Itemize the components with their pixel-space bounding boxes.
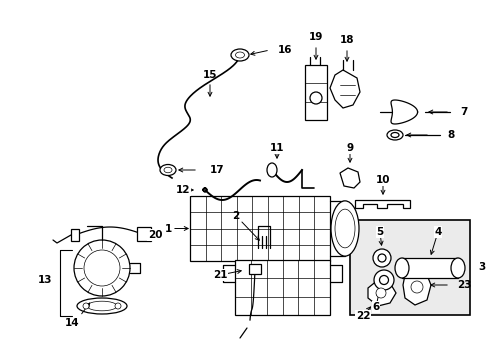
Text: 10: 10 <box>375 175 389 185</box>
Text: 17: 17 <box>209 165 224 175</box>
Text: 13: 13 <box>38 275 52 285</box>
Bar <box>401 258 457 278</box>
Text: 2: 2 <box>232 211 239 221</box>
Polygon shape <box>329 70 359 108</box>
Ellipse shape <box>160 165 176 176</box>
Circle shape <box>309 92 321 104</box>
Text: 22: 22 <box>355 311 369 321</box>
Ellipse shape <box>163 167 172 173</box>
Circle shape <box>379 275 387 284</box>
Circle shape <box>74 240 130 296</box>
Text: 9: 9 <box>346 143 353 153</box>
Ellipse shape <box>386 130 402 140</box>
Ellipse shape <box>230 49 248 61</box>
Circle shape <box>410 281 422 293</box>
Text: 20: 20 <box>147 230 162 240</box>
Text: 23: 23 <box>456 280 470 290</box>
Circle shape <box>373 270 393 290</box>
Polygon shape <box>354 200 409 208</box>
Text: 15: 15 <box>203 70 217 80</box>
Text: 6: 6 <box>372 302 379 312</box>
Text: 11: 11 <box>269 143 284 153</box>
Text: 21: 21 <box>212 270 227 280</box>
Bar <box>349 220 469 315</box>
Circle shape <box>115 303 121 309</box>
Text: 1: 1 <box>164 224 171 234</box>
Bar <box>71 229 79 241</box>
Circle shape <box>92 258 112 278</box>
Text: 7: 7 <box>459 107 467 117</box>
Text: 5: 5 <box>376 227 383 237</box>
Ellipse shape <box>390 132 398 138</box>
Polygon shape <box>367 280 395 306</box>
Bar <box>248 264 261 274</box>
Ellipse shape <box>77 298 127 314</box>
Polygon shape <box>402 270 430 305</box>
Text: 19: 19 <box>308 32 323 42</box>
Circle shape <box>377 254 385 262</box>
Text: 4: 4 <box>433 227 441 237</box>
Text: 18: 18 <box>339 35 353 45</box>
Text: 16: 16 <box>278 45 292 55</box>
Ellipse shape <box>235 52 244 58</box>
Ellipse shape <box>450 258 464 278</box>
Ellipse shape <box>266 163 276 177</box>
Circle shape <box>372 249 390 267</box>
Circle shape <box>375 288 385 298</box>
Circle shape <box>84 250 120 286</box>
Bar <box>190 196 329 261</box>
Text: 12: 12 <box>175 185 190 195</box>
Text: 14: 14 <box>64 318 79 328</box>
Ellipse shape <box>87 301 117 311</box>
Bar <box>305 65 326 120</box>
Ellipse shape <box>394 258 408 278</box>
Bar <box>137 227 151 241</box>
Circle shape <box>83 303 89 309</box>
Text: 8: 8 <box>446 130 453 140</box>
Circle shape <box>345 173 354 183</box>
Bar <box>235 260 329 315</box>
Ellipse shape <box>330 201 358 256</box>
Ellipse shape <box>334 209 354 248</box>
Polygon shape <box>339 168 359 188</box>
Text: 3: 3 <box>477 262 484 273</box>
